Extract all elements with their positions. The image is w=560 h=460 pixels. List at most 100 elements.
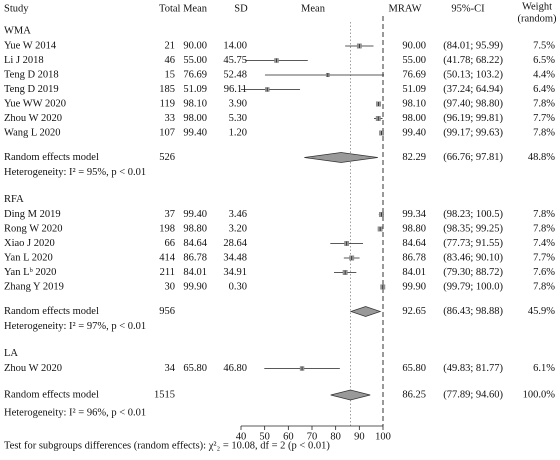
mraw: 99.34 (402, 209, 426, 220)
total: 46 (165, 55, 176, 66)
total: 34 (165, 363, 176, 374)
mean: 84.01 (183, 267, 207, 278)
sd: 46.80 (223, 363, 247, 374)
summary-diamond (330, 389, 371, 401)
model-label: Random effects model (4, 152, 99, 163)
mean: 98.10 (183, 98, 207, 109)
ci: (96.19; 99.81) (443, 113, 503, 124)
mean: 98.80 (183, 223, 207, 234)
weight: 7.8% (533, 281, 555, 292)
mean: 55.00 (183, 55, 207, 66)
ci: (98.23; 100.5) (443, 209, 503, 220)
sd: 96.11 (224, 84, 247, 95)
study-name: Zhou W 2020 (4, 113, 62, 124)
column-header: Mean (301, 3, 326, 14)
mraw: 55.00 (402, 55, 426, 66)
total: 414 (159, 252, 176, 263)
heterogeneity: Heterogeneity: I² = 97%, p < 0.01 (4, 321, 146, 332)
x-tick-label: 60 (283, 431, 294, 442)
model-label: Random effects model (4, 306, 99, 317)
x-tick-label: 70 (307, 431, 318, 442)
mraw: 82.29 (402, 152, 426, 163)
study-name: Rong W 2020 (4, 223, 63, 234)
column-header: 95%-CI (451, 3, 485, 14)
ci: (50.13; 103.2) (443, 69, 503, 80)
mean: 76.69 (183, 69, 207, 80)
ci: (83.46; 90.10) (443, 252, 503, 263)
study-name: Yan Lᵇ 2020 (4, 267, 56, 278)
column-header: Total Mean (159, 3, 208, 14)
ci: (77.73; 91.55) (443, 238, 503, 249)
study-name: Teng D 2018 (4, 69, 59, 80)
mean: 99.40 (183, 127, 207, 138)
heterogeneity: Heterogeneity: I² = 96%, p < 0.01 (4, 407, 146, 418)
mean: 90.00 (183, 40, 207, 51)
weight: 7.7% (533, 113, 555, 124)
mraw: 98.80 (402, 223, 426, 234)
total: 30 (165, 281, 176, 292)
study-name: Yue WW 2020 (4, 98, 66, 109)
sd: 28.64 (223, 238, 247, 249)
ci: (97.40; 98.80) (443, 98, 503, 109)
mraw: 86.25 (402, 389, 426, 400)
weight: 45.9% (528, 306, 555, 317)
ci: (49.83; 81.77) (443, 363, 503, 374)
mraw: 86.78 (402, 252, 426, 263)
total: 37 (165, 209, 176, 220)
study-name: Xiao J 2020 (4, 238, 55, 249)
mean: 99.40 (183, 209, 207, 220)
sd: 14.00 (223, 40, 247, 51)
weight: 7.8% (533, 98, 555, 109)
total: 66 (165, 238, 176, 249)
column-header: MRAW (389, 3, 422, 14)
sd: 45.75 (223, 55, 247, 66)
total: 107 (159, 127, 175, 138)
weight: 48.8% (528, 152, 555, 163)
mean: 65.80 (183, 363, 207, 374)
weight: 7.8% (533, 127, 555, 138)
weight: 100.0% (523, 389, 556, 400)
column-header: (random) (517, 13, 557, 24)
column-header: SD (234, 3, 248, 14)
subgroup-label: WMA (4, 25, 31, 36)
column-header: Weight (522, 1, 552, 12)
total: 956 (159, 306, 175, 317)
mraw: 65.80 (402, 363, 426, 374)
weight: 7.4% (533, 238, 555, 249)
sd: 1.20 (229, 127, 247, 138)
heterogeneity: Heterogeneity: I² = 95%, p < 0.01 (4, 167, 146, 178)
weight: 7.7% (533, 252, 555, 263)
mean: 98.00 (183, 113, 207, 124)
weight: 6.5% (533, 55, 555, 66)
subgroup-test: Test for subgroups differences (random e… (4, 440, 330, 451)
ci: (41.78; 68.22) (443, 55, 503, 66)
x-tick-label: 50 (259, 431, 270, 442)
study-name: Wang L 2020 (4, 127, 61, 138)
mean: 86.78 (183, 252, 207, 263)
mraw: 98.10 (402, 98, 426, 109)
study-name: Yan L 2020 (4, 252, 53, 263)
x-tick-label: 90 (354, 431, 365, 442)
study-name: Yue W 2014 (4, 40, 57, 51)
mraw: 90.00 (402, 40, 426, 51)
total: 33 (165, 113, 176, 124)
sd: 3.46 (229, 209, 247, 220)
total: 1515 (154, 389, 175, 400)
total: 526 (159, 152, 175, 163)
sd: 3.20 (229, 223, 247, 234)
mean: 51.09 (183, 84, 207, 95)
ci: (66.76; 97.81) (443, 152, 503, 163)
weight: 6.4% (533, 84, 555, 95)
ci: (99.79; 100.0) (443, 281, 503, 292)
ci: (86.43; 98.88) (443, 306, 503, 317)
total: 119 (160, 98, 175, 109)
mraw: 98.00 (402, 113, 426, 124)
study-name: Zhou W 2020 (4, 363, 62, 374)
weight: 7.8% (533, 223, 555, 234)
summary-diamond (304, 152, 378, 163)
total: 15 (165, 69, 176, 80)
x-tick-label: 80 (330, 431, 341, 442)
ci: (99.17; 99.63) (443, 127, 503, 138)
ci: (98.35; 99.25) (443, 223, 503, 234)
study-name: Li J 2018 (4, 55, 44, 66)
